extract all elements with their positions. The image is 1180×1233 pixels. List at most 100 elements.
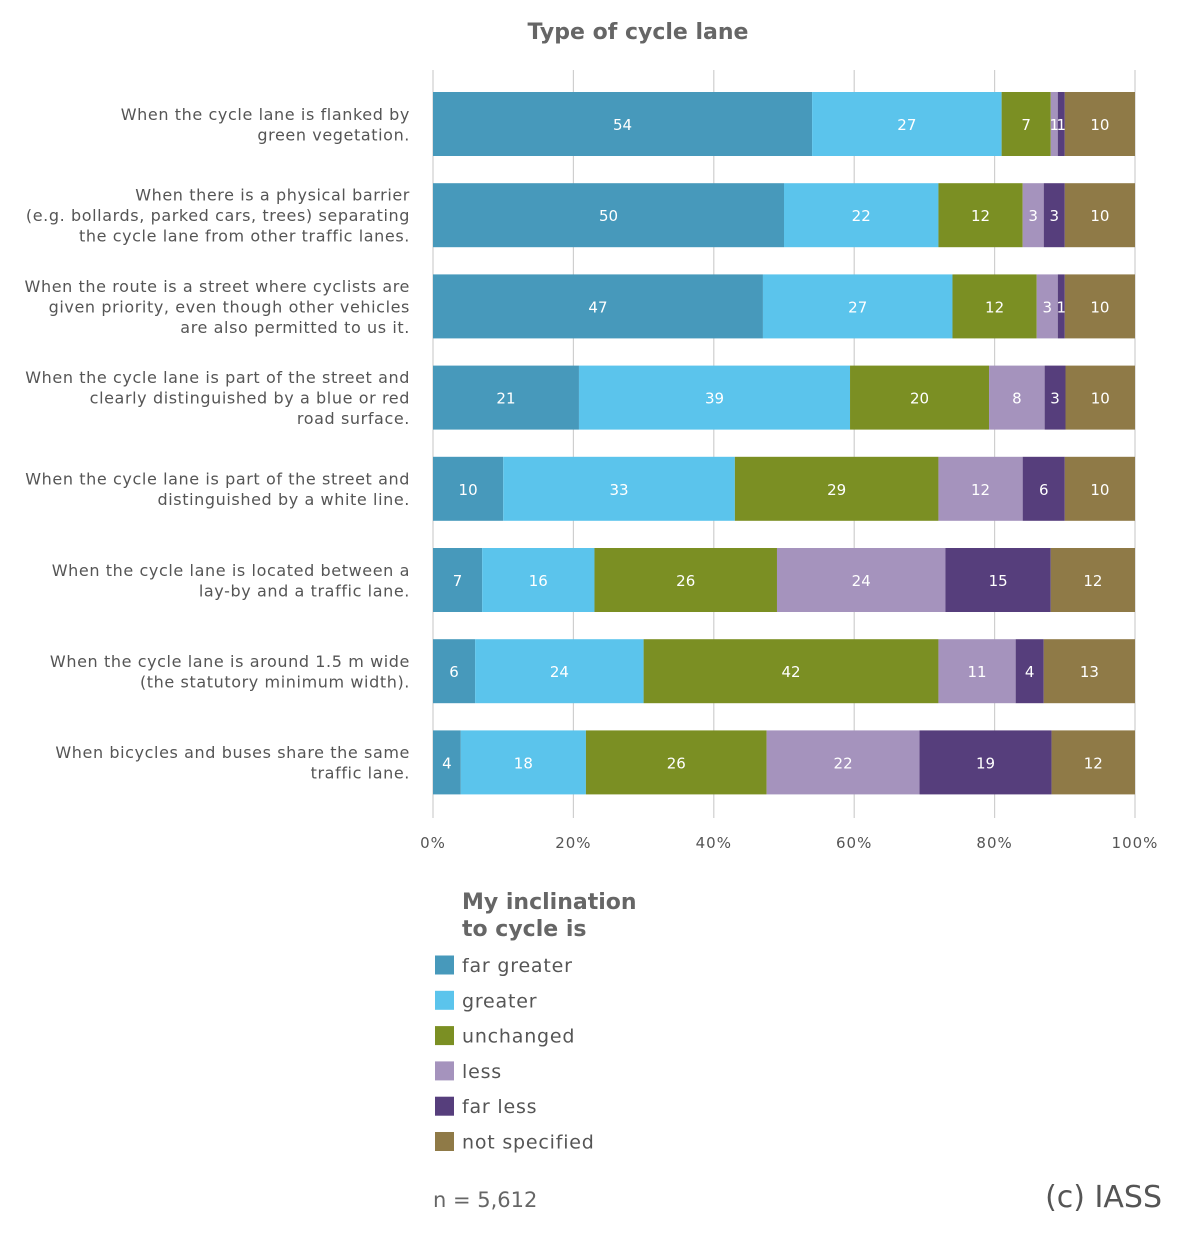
bar-segment (585, 730, 767, 795)
bar-segment (1064, 92, 1135, 156)
x-axis-ticks: 0% 20% 40% 60% 80% 100% (420, 834, 1159, 852)
bar-segment (594, 548, 777, 612)
bar-segment (919, 730, 1052, 795)
bar-data-label: 3 (1050, 390, 1060, 408)
x-tick-label: 60% (836, 834, 872, 852)
bar-segment (460, 730, 586, 795)
bar-segment (734, 456, 939, 521)
category-label: When the cycle lane is part of the stree… (25, 368, 410, 428)
bar-data-label: 6 (1039, 481, 1049, 499)
bar-segment (433, 548, 483, 612)
bar-data-label: 29 (827, 481, 846, 499)
bar-segment (938, 639, 1016, 704)
bar-data-label: 19 (976, 754, 995, 772)
bar-segment (1057, 274, 1065, 339)
bar-segment (766, 730, 920, 795)
bar-data-label: 12 (971, 481, 990, 499)
bar-data-label: 22 (852, 207, 871, 225)
bar-segment (643, 639, 939, 704)
legend-title: My inclination to cycle is (462, 890, 637, 942)
legend-label: far greater (462, 955, 573, 977)
bar-data-label: 42 (781, 663, 800, 681)
bar-segment (433, 365, 579, 430)
bar-segment (1064, 183, 1135, 248)
bar-data-label: 3 (1028, 207, 1038, 225)
bar-data-label: 6 (449, 663, 459, 681)
bar-segment (1051, 730, 1135, 795)
bar-data-label: 15 (989, 572, 1008, 590)
category-label: When the cycle lane is around 1.5 m wide… (50, 652, 410, 692)
bar-data-label: 10 (1090, 481, 1109, 499)
bar-segment (952, 274, 1037, 339)
bar-segment (1057, 92, 1065, 156)
legend: My inclination to cycle is far greater grea… (435, 890, 637, 1154)
legend-label: greater (462, 990, 537, 1012)
bar-data-label: 33 (609, 481, 628, 499)
legend-label: far less (462, 1096, 537, 1118)
bar-segment (1022, 183, 1044, 248)
legend-label: not specified (462, 1132, 595, 1154)
bar-data-label: 12 (1083, 572, 1102, 590)
bar-data-label: 12 (971, 207, 990, 225)
bar-segment (1043, 183, 1065, 248)
bar-data-label: 8 (1012, 390, 1022, 408)
bar-data-label: 22 (834, 754, 853, 772)
bar-segment (812, 92, 1002, 156)
bar-segment (1001, 92, 1051, 156)
bar-segment (1050, 548, 1135, 612)
bar-data-label: 10 (1090, 207, 1109, 225)
bar-data-label: 18 (514, 754, 533, 772)
bar-data-label: 10 (1090, 116, 1109, 134)
bar-data-label: 1 (1057, 298, 1067, 316)
bar-data-label: 7 (1021, 116, 1031, 134)
bar-segment (762, 274, 953, 339)
bar-data-label: 7 (453, 572, 463, 590)
bar-segment (938, 183, 1023, 248)
bar-data-label: 1 (1057, 116, 1067, 134)
bar-data-label: 54 (613, 116, 632, 134)
bar-segment (1043, 639, 1135, 704)
x-tick-label: 100% (1112, 834, 1159, 852)
bar-segment (433, 183, 784, 248)
bar-data-label: 11 (968, 663, 987, 681)
bar-data-label: 20 (910, 390, 929, 408)
bar-segment (1044, 365, 1066, 430)
bar-data-label: 10 (1090, 298, 1109, 316)
bar-data-label: 13 (1080, 663, 1099, 681)
bar-segment (1015, 639, 1044, 704)
bar-data-label: 21 (496, 390, 515, 408)
bar-data-label: 3 (1042, 298, 1052, 316)
x-tick-label: 20% (555, 834, 591, 852)
bar-data-label: 27 (848, 298, 867, 316)
bar-segment (938, 456, 1023, 521)
bar-data-label: 26 (667, 754, 686, 772)
bar-segment (945, 548, 1051, 612)
bar-segment (1022, 456, 1065, 521)
legend-swatch (435, 1026, 454, 1046)
bar-data-label: 1 (1049, 116, 1059, 134)
category-label: When the cycle lane is located between a… (52, 561, 410, 601)
bar-segment (850, 365, 990, 430)
category-label: When bicycles and buses share the same tr… (55, 743, 410, 783)
copyright-note: (c) IASS (1045, 1180, 1162, 1215)
bar-data-label: 24 (852, 572, 871, 590)
bar-data-label: 24 (550, 663, 569, 681)
bar-data-label: 4 (1025, 663, 1035, 681)
bar-segment (433, 92, 813, 156)
category-label: When the route is a street where cyclist… (25, 277, 410, 337)
bar-segment (433, 639, 476, 704)
bar-segment (1064, 456, 1135, 521)
bar-segment (989, 365, 1045, 430)
bar-segment (433, 730, 461, 795)
bar-data-label: 16 (529, 572, 548, 590)
bar-data-label: 10 (459, 481, 478, 499)
x-tick-label: 80% (976, 834, 1012, 852)
bar-data-label: 39 (705, 390, 724, 408)
category-labels: When the cycle lane is flanked by green v… (25, 105, 410, 783)
category-label: When there is a physical barrier (e.g. bo… (26, 186, 410, 246)
sample-size-note: n = 5,612 (433, 1188, 538, 1212)
bar-data-label: 27 (897, 116, 916, 134)
bar-segment (433, 274, 763, 339)
bar-data-label: 50 (599, 207, 618, 225)
